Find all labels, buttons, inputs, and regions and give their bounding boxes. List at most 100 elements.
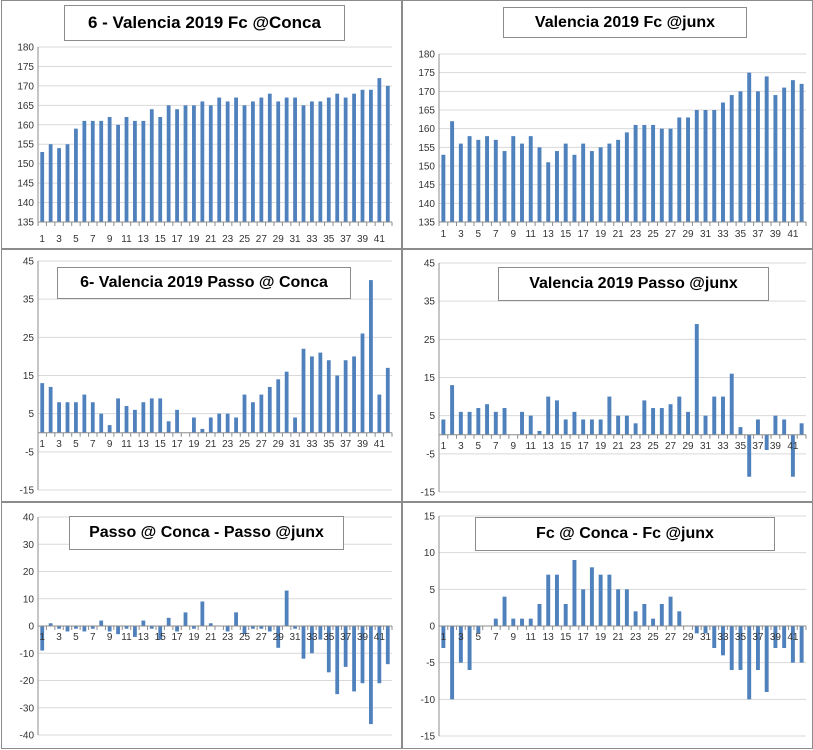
bar [133, 409, 137, 433]
bar [74, 128, 78, 222]
chart-panel-passo-junx: -15 -5 5 15 25 35 45 1 3 5 7 9 11 13 15 17 19 21 23 25 27 29 3… [402, 249, 813, 502]
y-tick-label: 175 [418, 68, 435, 79]
x-tick-label: 31 [290, 234, 302, 245]
bar [158, 626, 163, 640]
bar [589, 419, 594, 435]
bar [668, 128, 673, 222]
x-tick-label: 13 [543, 632, 555, 643]
y-tick-label: 170 [418, 87, 435, 98]
x-tick-label: 21 [205, 632, 217, 643]
bar [141, 120, 146, 222]
x-tick-label: 37 [752, 632, 764, 643]
x-tick-label: 35 [323, 439, 335, 450]
bar [166, 421, 171, 433]
bar [790, 80, 795, 222]
bar [773, 626, 778, 648]
x-tick-label: 31 [290, 632, 302, 643]
bar [360, 626, 365, 684]
bar [133, 626, 137, 637]
x-tick-label: 23 [630, 441, 642, 452]
bar [686, 117, 691, 222]
chart-panel-passo-conca: -15 -5 5 15 25 35 45 1 3 5 7 9 11 13 15 17 19 21 23 25 27 29 3… [1, 249, 402, 502]
bar [764, 76, 769, 223]
x-tick-label: 35 [735, 441, 747, 452]
bar [441, 626, 446, 648]
bar [326, 360, 331, 433]
bar [200, 101, 205, 222]
bar [158, 398, 163, 433]
bar [57, 148, 61, 222]
bar [755, 419, 760, 435]
bar [668, 404, 673, 435]
bar [458, 626, 463, 663]
bar [633, 124, 638, 222]
bar [799, 626, 804, 663]
bar [738, 91, 743, 222]
bar [721, 626, 725, 656]
bar [175, 626, 179, 632]
bar [511, 136, 516, 222]
bar [352, 93, 356, 223]
y-tick-label: 0 [429, 622, 435, 633]
x-tick-label: 15 [560, 229, 572, 240]
bar [467, 411, 472, 435]
bar [40, 383, 45, 433]
bar [790, 434, 795, 477]
bar [343, 97, 348, 222]
x-tick-label: 25 [239, 234, 251, 245]
x-tick-label: 27 [665, 632, 677, 643]
y-tick-label: 0 [28, 622, 34, 633]
y-tick-label: 5 [429, 411, 435, 422]
bar [729, 373, 734, 435]
x-tick-label: 17 [172, 234, 184, 245]
bar [546, 162, 551, 222]
x-tick-label: 39 [770, 441, 782, 452]
bar [82, 120, 87, 222]
bar [554, 151, 559, 222]
x-tick-label: 11 [526, 229, 537, 240]
x-tick-label: 41 [787, 632, 799, 643]
x-tick-label: 3 [56, 234, 62, 245]
bar [116, 124, 120, 222]
x-tick-label: 25 [648, 632, 660, 643]
y-tick-label: 135 [17, 218, 34, 229]
bar [450, 626, 455, 700]
bar [502, 408, 507, 435]
bar [528, 415, 533, 435]
x-tick-label: 15 [155, 632, 167, 643]
x-tick-label: 13 [138, 632, 150, 643]
chart-panel-passo-diff: -40 -30 -20 -10 0 10 20 30 40 1 3 5 7 9 11 13 15 17 19 21 23… [1, 502, 402, 749]
y-tick-label: -5 [25, 447, 34, 458]
y-tick-label: 170 [17, 81, 34, 92]
bar [651, 124, 656, 222]
bar [581, 419, 586, 435]
x-tick-label: 21 [205, 439, 217, 450]
bar [251, 626, 255, 629]
chart-title: Passo @ Conca - Passo @junx [69, 516, 344, 550]
x-tick-label: 5 [476, 632, 482, 643]
bar [607, 143, 612, 222]
bar [729, 95, 734, 222]
x-tick-label: 23 [630, 632, 642, 643]
bar [703, 110, 708, 222]
x-tick-label: 5 [476, 229, 482, 240]
y-tick-label: 35 [23, 295, 35, 306]
bar [234, 417, 238, 433]
x-tick-label: 27 [256, 632, 268, 643]
x-tick-label: 29 [682, 632, 694, 643]
x-tick-label: 11 [121, 632, 132, 643]
bar [738, 626, 743, 670]
x-tick-label: 21 [205, 234, 217, 245]
bar [293, 626, 297, 629]
x-tick-label: 41 [787, 229, 799, 240]
x-tick-label: 1 [39, 234, 45, 245]
x-tick-label: 37 [752, 229, 764, 240]
x-tick-label: 1 [441, 229, 447, 240]
bar [607, 574, 612, 626]
x-tick-label: 11 [121, 439, 132, 450]
bar [107, 626, 112, 632]
y-tick-label: 25 [23, 333, 35, 344]
bar [74, 626, 78, 629]
